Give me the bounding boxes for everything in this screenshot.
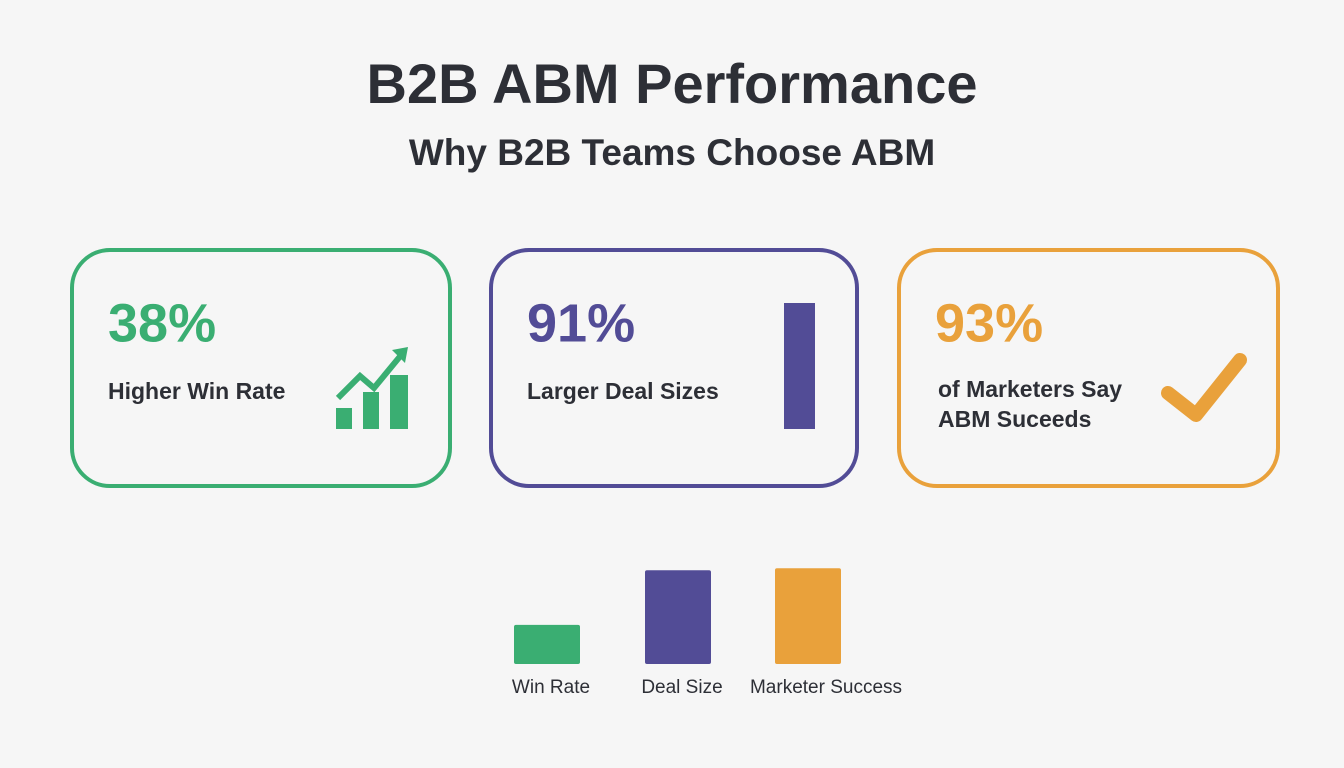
bar-icon (784, 303, 815, 429)
bar (775, 568, 841, 664)
stat-value: 38% (108, 293, 216, 353)
bar (645, 570, 711, 664)
card (70, 248, 452, 488)
stat-value: 91% (527, 293, 635, 353)
x-tick-label: Win Rate (512, 677, 590, 698)
title: B2B ABM Performance (367, 52, 978, 115)
growth-icon (335, 347, 408, 429)
subtitle: Why B2B Teams Choose ABM (409, 132, 935, 173)
check-icon (1161, 353, 1247, 422)
card (897, 248, 1280, 488)
bar (514, 624, 580, 664)
stat-label: Larger Deal Sizes (527, 378, 719, 404)
cards: 38% Higher Win Rate 91% Larger Deal Sizes 93… (70, 248, 1280, 488)
stat-label: ABM Suceeds (938, 406, 1091, 432)
stat-label: of Marketers Say (938, 376, 1122, 402)
card (489, 248, 859, 488)
stat-value: 93% (935, 293, 1043, 353)
stat-label: Higher Win Rate (108, 378, 285, 404)
bar-chart: Win Rate Deal Size Marketer Success (512, 568, 902, 698)
x-tick-label: Marketer Success (750, 677, 902, 698)
x-tick-label: Deal Size (641, 677, 722, 698)
